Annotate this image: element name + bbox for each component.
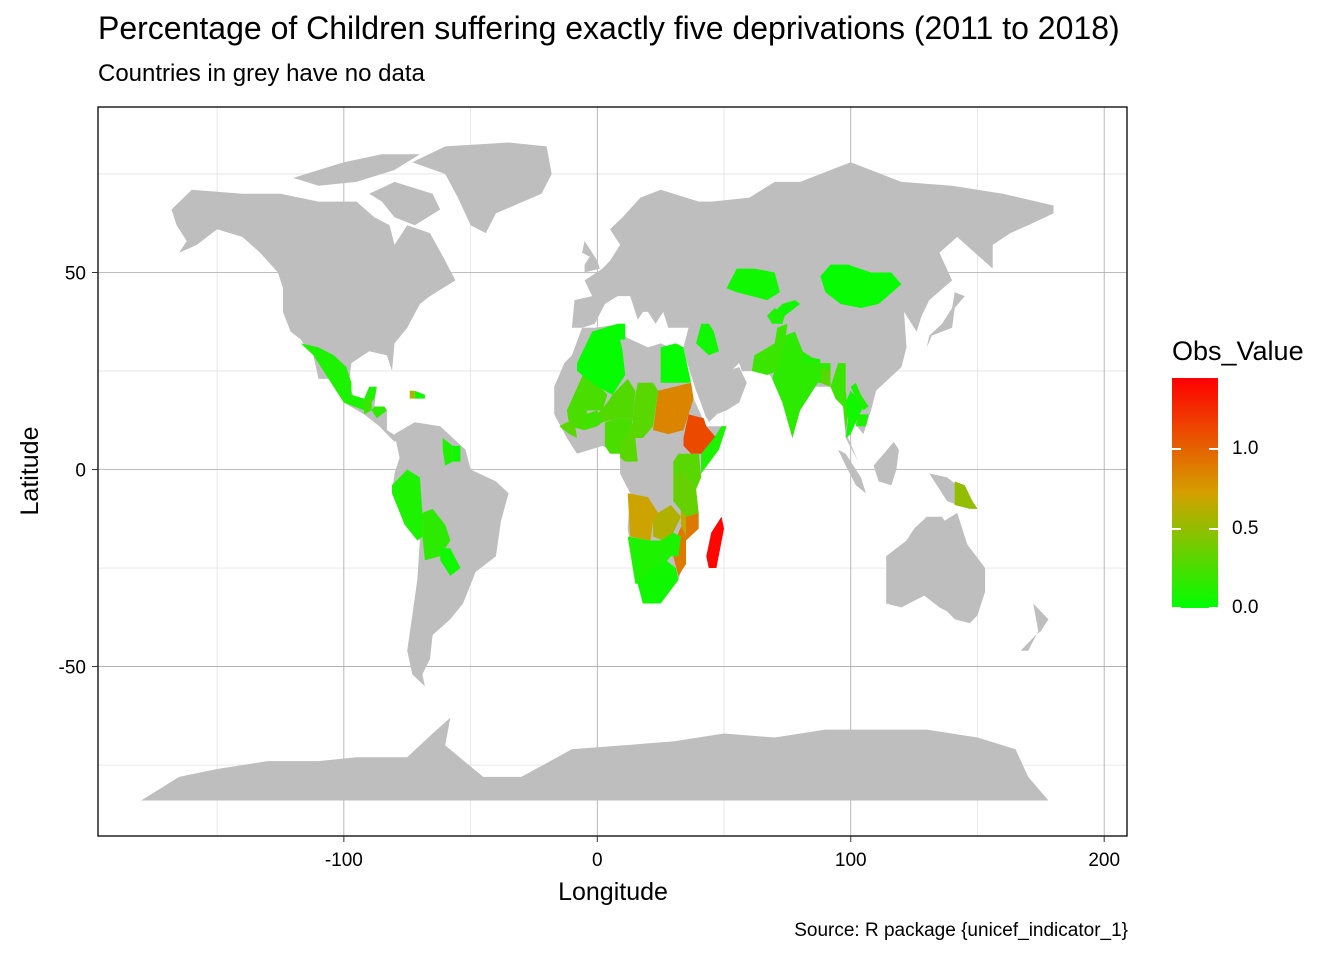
map-title: Percentage of Children suffering exactly…: [98, 10, 1120, 46]
region-india: [772, 331, 831, 438]
region-kyrgyzstan: [774, 300, 801, 316]
legend-title: Obs_Value: [1172, 336, 1304, 366]
land-australia: [886, 512, 986, 624]
y-axis-title: Latitude: [16, 427, 44, 516]
x-tick-label: 0: [592, 850, 603, 871]
x-axis-title: Longitude: [558, 878, 668, 906]
region-malawi: [680, 505, 686, 537]
land-eurasia: [571, 162, 1054, 462]
region-mexico: [300, 343, 377, 411]
y-tick-label: 50: [65, 264, 86, 285]
region-honduras: [371, 406, 387, 419]
region-chad: [632, 382, 659, 438]
region-tunisia: [617, 323, 626, 340]
region-mozambique: [673, 512, 699, 576]
x-tick-label: 100: [835, 850, 867, 871]
region-paraguay: [440, 548, 461, 576]
region-burkina-faso: [584, 410, 603, 431]
region-guinea: [559, 422, 577, 438]
source-caption: Source: R package {unicef_indicator_1}: [794, 920, 1128, 941]
region-kazakhstan: [726, 268, 780, 301]
region-niger: [597, 378, 636, 423]
region-guyana: [442, 438, 453, 466]
x-axis: -100 0 100 200: [325, 836, 1120, 871]
legend-label: 0.0: [1232, 597, 1259, 618]
region-somalia: [701, 426, 727, 474]
region-south-africa: [637, 560, 679, 604]
region-kenya: [683, 453, 702, 490]
land-new-zealand: [1020, 603, 1049, 651]
land-baffin-island: [369, 181, 441, 226]
panel-border: [97, 106, 1128, 837]
region-haiti: [409, 390, 415, 399]
y-tick-label: -50: [59, 658, 86, 679]
region-nigeria: [604, 418, 633, 454]
region-papua-new-guinea: [954, 481, 978, 509]
region-bangladesh: [820, 367, 831, 387]
region-suriname: [452, 445, 461, 462]
plot-panel: [97, 106, 1128, 837]
land-arabia: [686, 343, 747, 419]
region-laos: [850, 382, 869, 411]
region-zimbabwe: [660, 532, 681, 557]
region-uganda: [673, 453, 684, 474]
legend-label: 0.5: [1232, 517, 1259, 539]
map-subtitle: Countries in grey have no data: [98, 60, 425, 87]
x-tick-label: 200: [1088, 850, 1120, 871]
land-sumatra: [838, 449, 866, 494]
region-ethiopia: [683, 414, 717, 454]
region-pakistan: [751, 323, 788, 375]
land-uk: [582, 241, 600, 273]
region-cambodia: [855, 414, 869, 427]
region-botswana: [648, 540, 671, 572]
land-north-america: [171, 189, 456, 442]
region-madagascar: [706, 516, 724, 568]
legend-label: 1.0: [1232, 438, 1259, 460]
data-regions: [300, 264, 978, 604]
region-tajikistan: [767, 308, 785, 324]
x-tick-label: -100: [325, 850, 363, 871]
y-axis: 50 0 -50: [59, 264, 98, 679]
region-myanmar: [830, 363, 849, 431]
land-antarctica: [141, 717, 1049, 801]
region-sudan: [653, 382, 694, 435]
land-borneo: [873, 441, 899, 486]
region-guatemala: [364, 398, 372, 415]
region-dominican-republic: [414, 390, 425, 399]
land-masses: [141, 142, 1054, 801]
region-algeria: [577, 323, 626, 395]
y-tick-label: 0: [75, 461, 86, 482]
land-greenland: [412, 142, 552, 234]
land-japan: [926, 292, 965, 348]
region-cameroon: [620, 422, 638, 462]
region-zambia: [653, 505, 681, 541]
region-peru: [392, 469, 423, 541]
region-egypt: [660, 343, 692, 383]
legend-colorbar: [1172, 378, 1218, 608]
region-nepal: [800, 355, 821, 364]
region-tanzania: [673, 473, 699, 517]
region-iraq: [696, 323, 719, 356]
region-mongolia: [820, 264, 902, 308]
region-angola: [627, 493, 659, 541]
region-bolivia: [422, 508, 451, 561]
land-arctic-islands: [293, 154, 420, 186]
